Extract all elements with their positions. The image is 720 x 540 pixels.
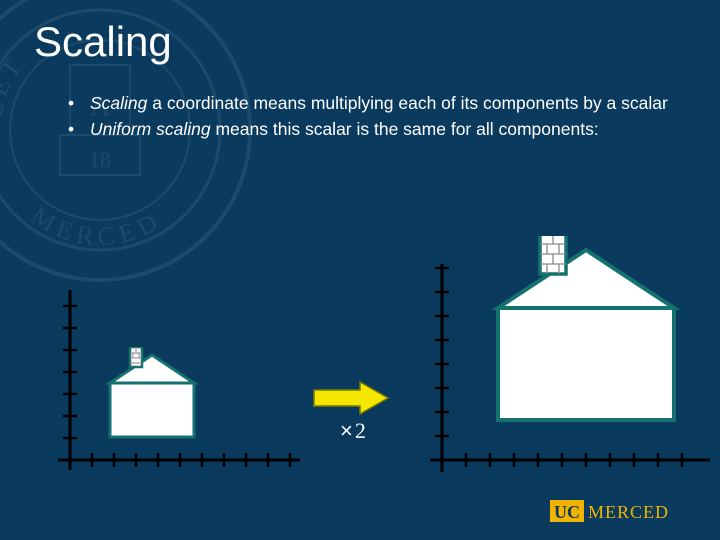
bullet-marker: •: [68, 92, 90, 116]
bullet-item: • Uniform scaling means this scalar is t…: [68, 118, 668, 142]
bullet-marker: •: [68, 118, 90, 142]
bullet-list: • Scaling a coordinate means multiplying…: [68, 92, 668, 143]
bullet-text: Uniform scaling means this scalar is the…: [90, 118, 668, 142]
house-small: [102, 347, 212, 455]
bullet-text: Scaling a coordinate means multiplying e…: [90, 92, 668, 116]
house-large: [486, 236, 706, 456]
scaling-diagram: ×2: [0, 240, 720, 500]
slide-title: Scaling: [34, 18, 172, 66]
ucmerced-logo: UC MERCED: [550, 498, 700, 524]
scale-factor-label: ×2: [340, 418, 366, 444]
bullet-item: • Scaling a coordinate means multiplying…: [68, 92, 668, 116]
arrow-icon: [312, 380, 392, 416]
svg-text:18: 18: [89, 147, 111, 172]
svg-text:MERCED: MERCED: [588, 502, 669, 522]
svg-text:UC: UC: [554, 502, 580, 522]
svg-text:LET: LET: [0, 50, 29, 119]
